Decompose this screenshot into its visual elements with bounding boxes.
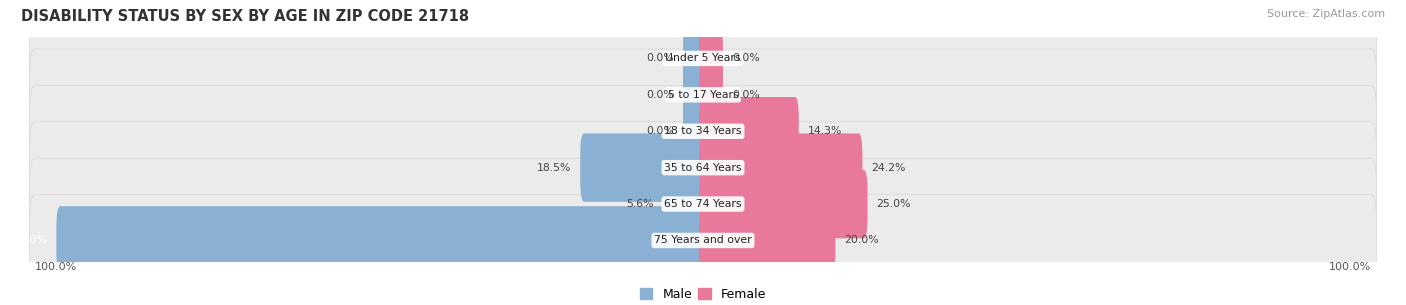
FancyBboxPatch shape [30,122,1376,214]
FancyBboxPatch shape [30,13,1376,104]
Legend: Male, Female: Male, Female [636,283,770,305]
FancyBboxPatch shape [581,133,707,202]
FancyBboxPatch shape [664,170,707,238]
Text: 14.3%: 14.3% [808,126,842,136]
FancyBboxPatch shape [699,61,723,129]
Text: 18.5%: 18.5% [537,163,571,173]
FancyBboxPatch shape [683,24,707,93]
Text: DISABILITY STATUS BY SEX BY AGE IN ZIP CODE 21718: DISABILITY STATUS BY SEX BY AGE IN ZIP C… [21,9,470,24]
FancyBboxPatch shape [30,49,1376,141]
FancyBboxPatch shape [699,206,835,275]
Text: Under 5 Years: Under 5 Years [665,53,741,63]
FancyBboxPatch shape [699,24,723,93]
Text: 5.6%: 5.6% [627,199,654,209]
FancyBboxPatch shape [699,133,862,202]
Text: 100.0%: 100.0% [1329,262,1371,272]
FancyBboxPatch shape [699,170,868,238]
Text: 25.0%: 25.0% [876,199,911,209]
Text: 20.0%: 20.0% [845,235,879,246]
Text: 18 to 34 Years: 18 to 34 Years [664,126,742,136]
Text: 65 to 74 Years: 65 to 74 Years [664,199,742,209]
FancyBboxPatch shape [30,195,1376,286]
Text: 75 Years and over: 75 Years and over [654,235,752,246]
Text: 100.0%: 100.0% [35,262,77,272]
Text: 100.0%: 100.0% [6,235,48,246]
Text: 0.0%: 0.0% [647,126,673,136]
Text: 0.0%: 0.0% [647,90,673,100]
FancyBboxPatch shape [683,97,707,166]
Text: 0.0%: 0.0% [733,90,759,100]
Text: 35 to 64 Years: 35 to 64 Years [664,163,742,173]
FancyBboxPatch shape [683,61,707,129]
Text: 0.0%: 0.0% [733,53,759,63]
Text: Source: ZipAtlas.com: Source: ZipAtlas.com [1267,9,1385,19]
FancyBboxPatch shape [30,158,1376,250]
FancyBboxPatch shape [30,85,1376,177]
FancyBboxPatch shape [56,206,707,275]
Text: 5 to 17 Years: 5 to 17 Years [668,90,738,100]
Text: 24.2%: 24.2% [872,163,905,173]
Text: 0.0%: 0.0% [647,53,673,63]
FancyBboxPatch shape [699,97,799,166]
